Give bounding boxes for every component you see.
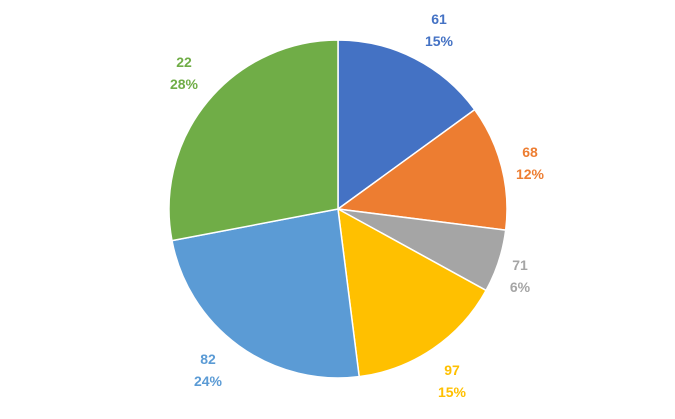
data-label-value-71: 71 (512, 257, 528, 273)
data-label-value-68: 68 (522, 144, 538, 160)
data-label-percent-82: 24% (194, 373, 223, 389)
pie-slice-97 (337, 207, 488, 378)
data-label-percent-61: 15% (425, 33, 454, 49)
data-label-value-97: 97 (444, 362, 460, 378)
pie-slice-61 (337, 39, 476, 211)
pie-slice-68 (336, 108, 508, 232)
data-label-percent-97: 15% (438, 384, 467, 400)
data-label-percent-22: 28% (170, 76, 199, 92)
data-label-percent-68: 12% (516, 166, 545, 182)
pie-slice-82 (171, 208, 361, 379)
pie-slice-22 (168, 39, 339, 242)
data-label-percent-71: 6% (510, 279, 531, 295)
data-label-value-22: 22 (176, 54, 192, 70)
pie-slices (168, 39, 508, 379)
data-labels: 61 15% 68 12% 71 6% 97 15% 82 24% 22 28% (170, 11, 545, 400)
data-label-value-61: 61 (431, 11, 447, 27)
data-label-value-82: 82 (200, 351, 216, 367)
